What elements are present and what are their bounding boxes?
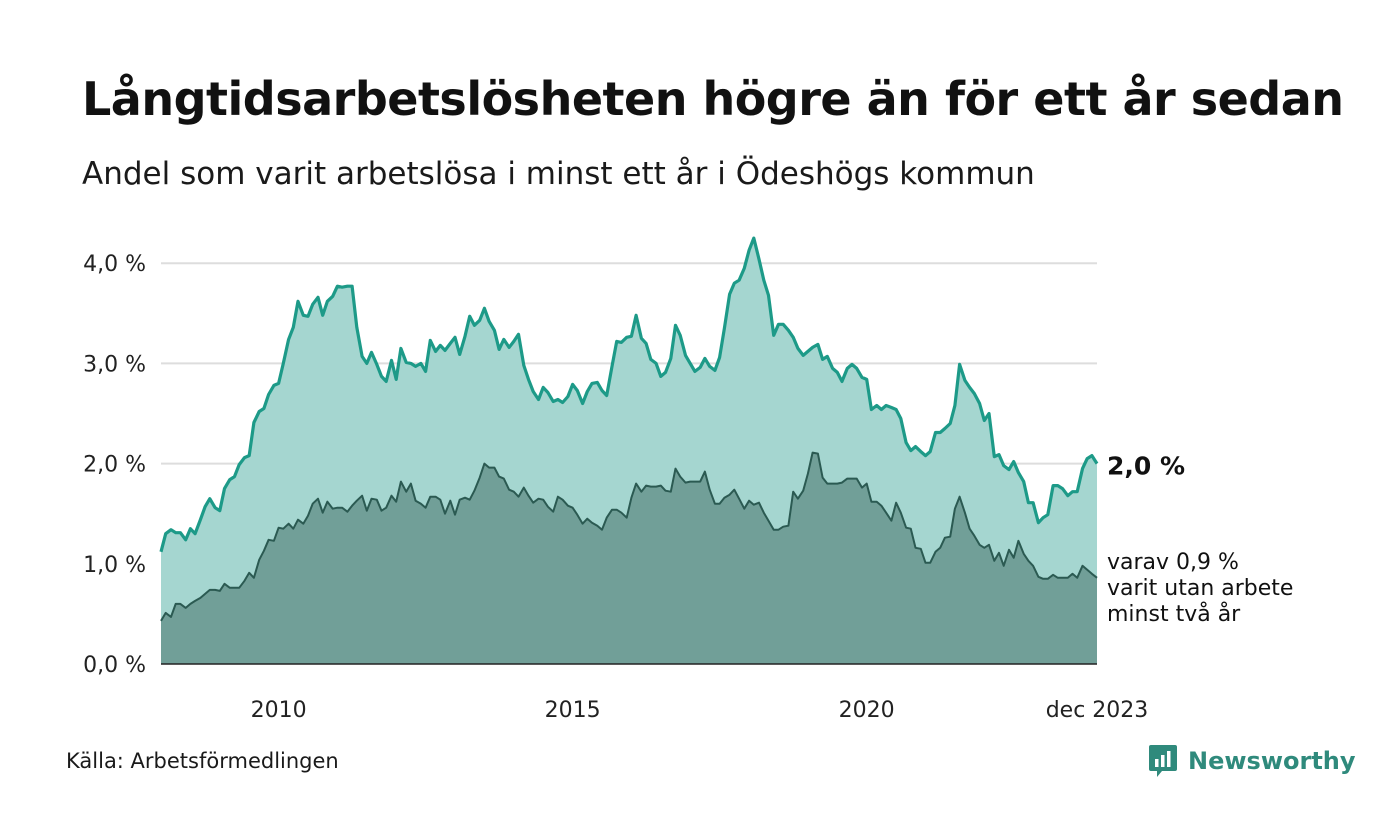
x-tick-label: 2020 — [839, 698, 895, 723]
brand-logo[interactable]: Newsworthy — [1148, 744, 1356, 778]
chart-subtitle: Andel som varit arbetslösa i minst ett å… — [82, 156, 1035, 192]
chart-title: Långtidsarbetslösheten högre än för ett … — [82, 72, 1344, 126]
end-label-series2-line: minst två år — [1107, 601, 1241, 627]
x-tick-label: dec 2023 — [1046, 698, 1149, 723]
axes: 0,0 % 1,0 % 2,0 % 3,0 % 4,0 % 2010 2015 2020 dec… — [83, 252, 1148, 723]
y-tick-label: 1,0 % — [83, 553, 146, 578]
y-tick-label: 3,0 % — [83, 352, 146, 377]
series-long-term-line — [159, 236, 1099, 553]
series-two-years-area — [161, 452, 1097, 664]
brand-name: Newsworthy — [1188, 747, 1356, 775]
x-tick-label: 2015 — [545, 698, 601, 723]
y-tick-label: 4,0 % — [83, 252, 146, 277]
end-label-series2-line: varit utan arbete — [1107, 576, 1293, 601]
source-note: Källa: Arbetsförmedlingen — [66, 749, 339, 773]
y-tick-label: 0,0 % — [83, 653, 146, 678]
end-label-series1: 2,0 % — [1107, 452, 1185, 481]
end-label-series2-line: varav 0,9 % — [1107, 550, 1239, 575]
x-tick-label: 2010 — [251, 698, 307, 723]
series-two-years-line — [160, 451, 1098, 622]
areas — [159, 236, 1099, 664]
y-tick-label: 2,0 % — [83, 453, 146, 478]
newsworthy-chart-icon — [1149, 745, 1177, 777]
